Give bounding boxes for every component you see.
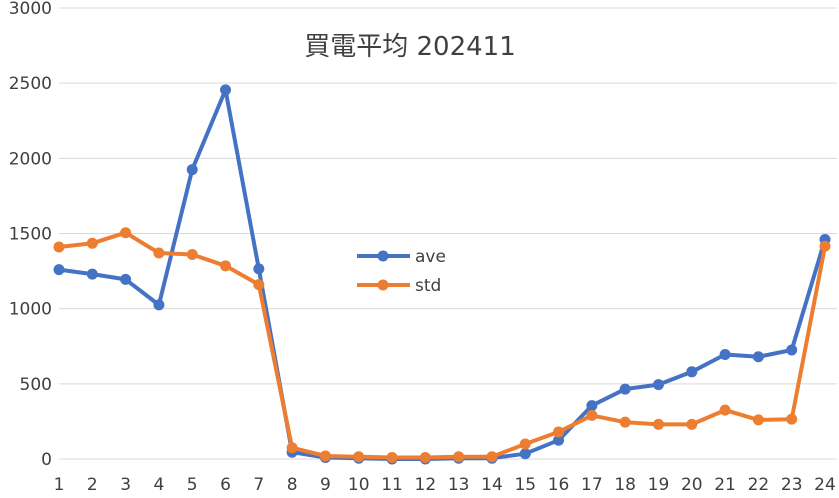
data-point-ave [786, 344, 798, 356]
data-point-ave [586, 400, 598, 412]
x-tick-label: 1 [54, 475, 65, 495]
data-point-std [253, 279, 265, 291]
x-tick-label: 15 [514, 475, 536, 495]
data-point-std [53, 241, 65, 253]
x-tick-label: 12 [415, 475, 437, 495]
data-point-ave [253, 263, 265, 275]
series-std [53, 227, 831, 463]
x-tick-label: 23 [781, 475, 803, 495]
x-tick-label: 17 [581, 475, 603, 495]
data-point-std [519, 438, 531, 450]
data-point-ave [619, 383, 631, 395]
gridlines [59, 7, 837, 460]
y-tick-label: 1500 [9, 225, 52, 245]
data-point-std [120, 227, 132, 239]
y-tick-label: 0 [41, 450, 52, 470]
data-point-std [719, 404, 731, 416]
data-point-std [186, 249, 198, 261]
x-tick-label: 21 [714, 475, 736, 495]
y-tick-label: 2500 [9, 74, 52, 94]
legend-marker [377, 250, 389, 262]
data-point-std [819, 240, 831, 252]
data-point-ave [220, 84, 232, 96]
y-axis-ticks: 0 500 1000 1500 2000 2500 3000 [9, 0, 52, 470]
data-point-std [752, 414, 764, 426]
series-lines [53, 84, 831, 465]
chart-title: 買電平均 202411 [304, 32, 516, 62]
x-tick-label: 14 [481, 475, 503, 495]
data-point-std [353, 451, 365, 463]
data-point-ave [186, 164, 198, 176]
x-tick-label: 4 [153, 475, 164, 495]
data-point-std [86, 237, 98, 249]
x-tick-label: 11 [381, 475, 403, 495]
data-point-std [419, 451, 431, 463]
data-point-ave [519, 448, 531, 460]
data-point-std [486, 451, 498, 463]
y-tick-label: 3000 [9, 0, 52, 19]
legend: ave std [357, 247, 446, 296]
data-point-std [220, 260, 232, 272]
data-point-ave [652, 379, 664, 391]
x-tick-label: 2 [87, 475, 98, 495]
x-tick-label: 24 [814, 475, 836, 495]
x-tick-label: 18 [614, 475, 636, 495]
y-tick-label: 2000 [9, 149, 52, 169]
x-tick-label: 3 [120, 475, 131, 495]
y-tick-label: 1000 [9, 300, 52, 320]
series-line-std [57, 230, 827, 460]
data-point-std [652, 418, 664, 430]
x-tick-label: 13 [448, 475, 470, 495]
data-point-std [286, 442, 298, 454]
data-point-ave [752, 351, 764, 363]
x-tick-label: 10 [348, 475, 370, 495]
data-point-ave [686, 366, 698, 378]
y-tick-label: 500 [20, 375, 52, 395]
x-tick-label: 5 [187, 475, 198, 495]
x-tick-label: 20 [681, 475, 703, 495]
legend-label: ave [415, 247, 446, 267]
data-point-std [153, 247, 165, 259]
legend-label: std [415, 276, 441, 296]
data-point-ave [153, 299, 165, 311]
x-axis-ticks: 1 2 3 4 5 6 7 8 9 10 11 12 13 14 15 16 17 18 19 20 21 22 23 24 [54, 475, 836, 495]
legend-item-ave: ave [357, 247, 446, 267]
x-tick-label: 22 [748, 475, 770, 495]
data-point-std [619, 416, 631, 428]
x-tick-label: 7 [253, 475, 264, 495]
x-tick-label: 8 [287, 475, 298, 495]
data-point-ave [553, 434, 565, 446]
data-point-std [319, 450, 331, 462]
x-tick-label: 6 [220, 475, 231, 495]
x-tick-label: 16 [548, 475, 570, 495]
x-tick-label: 9 [320, 475, 331, 495]
data-point-std [553, 426, 565, 438]
legend-marker [377, 279, 389, 291]
data-point-ave [120, 273, 132, 285]
data-point-std [786, 413, 798, 425]
data-point-ave [53, 264, 65, 276]
data-point-std [686, 418, 698, 430]
legend-item-std: std [357, 276, 441, 296]
x-tick-label: 19 [648, 475, 670, 495]
data-point-ave [719, 349, 731, 361]
data-point-std [453, 451, 465, 463]
data-point-std [586, 409, 598, 421]
data-point-std [386, 451, 398, 463]
data-point-ave [86, 268, 98, 280]
